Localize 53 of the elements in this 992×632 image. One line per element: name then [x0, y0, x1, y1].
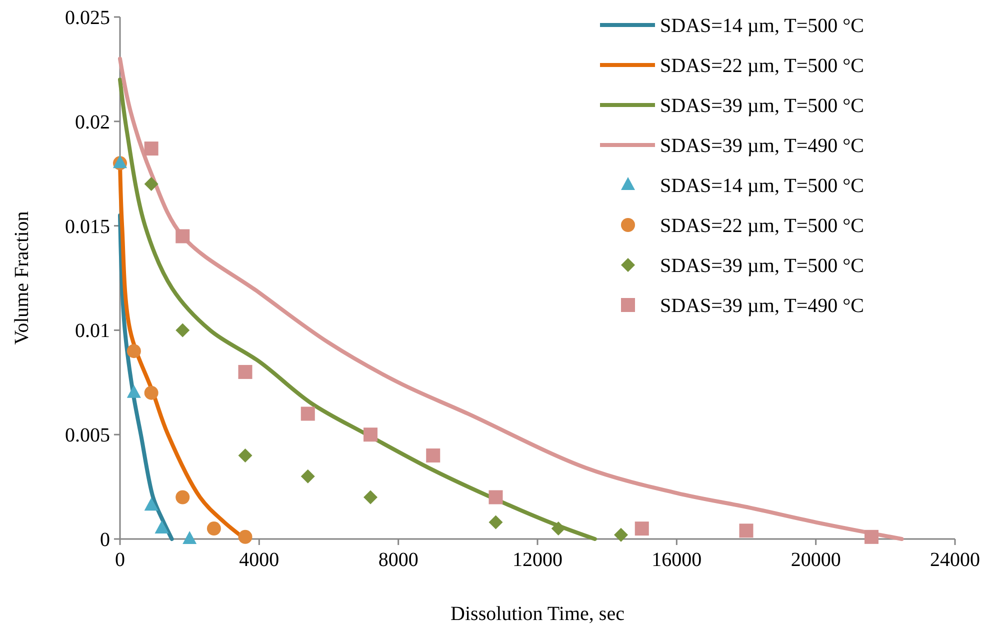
point — [364, 428, 378, 442]
point — [238, 364, 252, 379]
point — [426, 448, 440, 462]
point — [551, 522, 566, 536]
point — [300, 406, 315, 421]
point — [126, 344, 141, 358]
point — [154, 520, 169, 534]
point — [614, 528, 628, 542]
point — [238, 530, 252, 544]
y-axis-title: Volume Fraction — [11, 211, 33, 345]
point — [144, 386, 158, 400]
x-tick-label: 20000 — [790, 549, 841, 571]
point — [864, 530, 878, 544]
point — [488, 490, 503, 504]
x-tick-label: 16000 — [652, 549, 702, 571]
point — [144, 142, 158, 156]
legend-label: SDAS=22 µm, T=500 °C — [660, 55, 864, 77]
point — [176, 229, 190, 244]
y-tick-label: 0.005 — [65, 424, 110, 447]
point — [634, 522, 649, 536]
legend-label: SDAS=14 µm, T=500 °C — [660, 175, 864, 197]
line-series — [118, 213, 174, 541]
x-axis-title: Dissolution Time, sec — [450, 603, 625, 625]
legend-label: SDAS=39 µm, T=490 °C — [660, 295, 864, 317]
line-series — [118, 78, 597, 541]
y-tick-label: 0.02 — [75, 111, 110, 134]
legend-label: SDAS=22 µm, T=500 °C — [660, 215, 864, 237]
x-tick-label: 12000 — [512, 549, 562, 571]
legend-label: SDAS=39 µm, T=490 °C — [660, 135, 864, 157]
point — [739, 524, 754, 538]
x-tick-label: 0 — [115, 549, 125, 571]
point — [176, 490, 190, 504]
point — [238, 448, 252, 462]
x-tick-label: 8000 — [378, 549, 418, 571]
x-tick-label: 4000 — [239, 549, 280, 571]
legend-label: SDAS=14 µm, T=500 °C — [660, 15, 864, 37]
x-tick-label: 24000 — [930, 549, 980, 571]
y-tick-label: 0.025 — [65, 7, 110, 29]
y-tick-label: 0 — [100, 529, 110, 551]
y-tick-label: 0.015 — [65, 216, 110, 238]
y-tick-label: 0.01 — [75, 320, 110, 342]
point — [364, 490, 378, 504]
legend-label: SDAS=39 µm, T=500 °C — [660, 95, 864, 117]
legend-label: SDAS=39 µm, T=500 °C — [660, 255, 864, 277]
point — [182, 531, 197, 544]
point — [300, 469, 315, 484]
point — [488, 515, 503, 530]
point — [206, 522, 221, 536]
point — [144, 177, 158, 192]
point — [126, 384, 141, 398]
point — [176, 323, 190, 338]
line-series — [118, 56, 904, 541]
point — [144, 498, 158, 511]
